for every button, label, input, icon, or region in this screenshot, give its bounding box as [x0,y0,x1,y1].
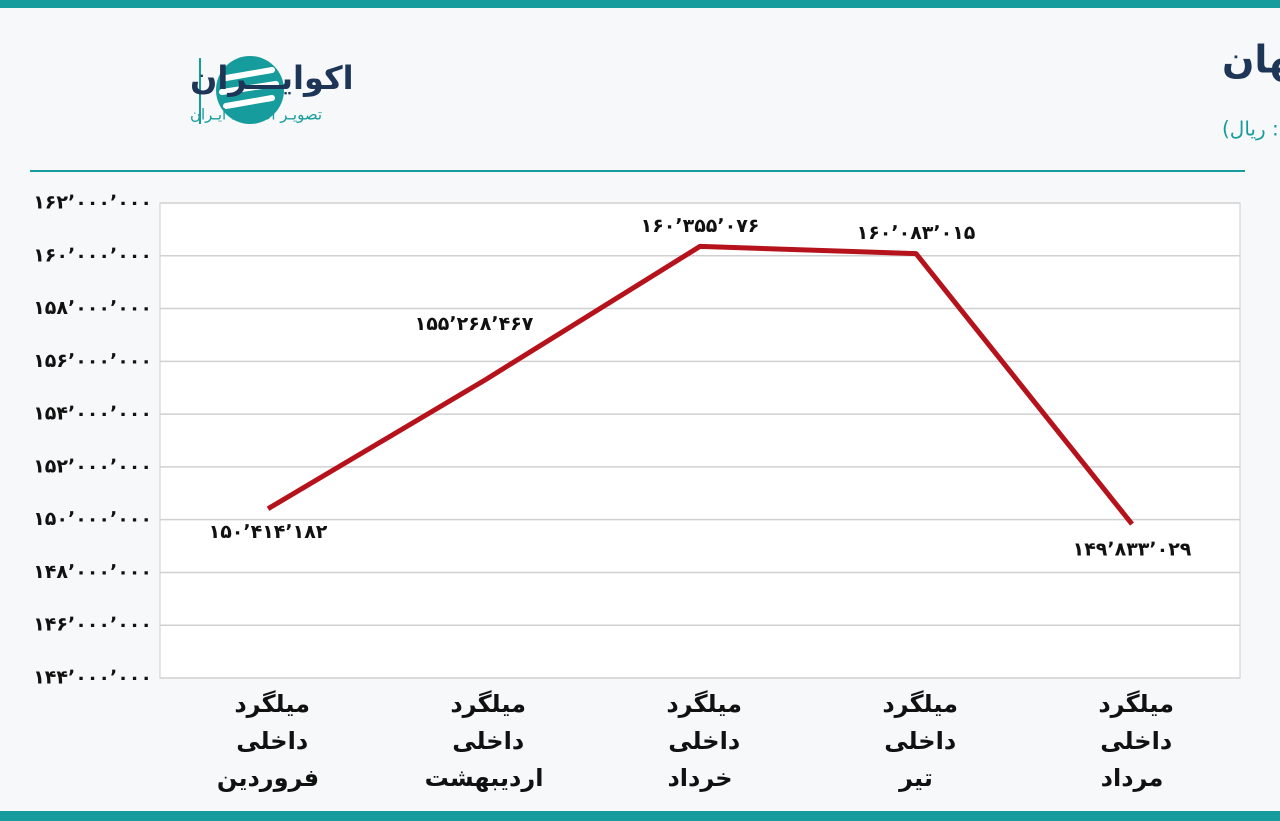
y-tick-label: ۱۶۰٬۰۰۰٬۰۰۰ [33,244,152,266]
logo-name: اکوایـــران [190,59,354,97]
bottom-border [0,811,1280,821]
x-tick-line: خرداد [667,764,732,792]
data-label: ۱۵۰٬۴۱۴٬۱۸۲ [209,521,328,543]
x-tick-line: میلگرد [226,690,310,718]
data-label: ۱۶۰٬۳۵۵٬۰۷۶ [641,215,760,237]
x-tick-line: مرداد [1101,764,1164,792]
x-tick-label: میلگرد داخلی مرداد [1090,690,1174,792]
data-label: ۱۴۹٬۸۳۳٬۰۲۹ [1073,539,1192,561]
y-tick-label: ۱۵۸٬۰۰۰٬۰۰۰ [33,297,152,319]
y-tick-label: ۱۴۶٬۰۰۰٬۰۰۰ [33,614,152,636]
x-tick-label: میلگرد داخلی اردیبهشت [425,690,544,792]
y-tick-label: ۱۵۲٬۰۰۰٬۰۰۰ [33,455,152,477]
x-tick-line: تیر [898,764,933,792]
x-tick-line: فروردین [217,764,319,792]
x-tick-line: میلگرد [874,690,958,718]
x-tick-label: میلگرد داخلی خرداد [658,690,742,792]
logo-tagline: تصویـر اقتصـاد ایـران [190,106,322,124]
x-tick-line: میلگرد [1090,690,1174,718]
x-tick-line: داخلی [228,727,308,755]
chart-title: نرخ فروش میلگرد- فجهان [1222,38,1280,83]
y-tick-label: ۱۴۸٬۰۰۰٬۰۰۰ [33,561,152,583]
x-tick-line: میلگرد [442,690,526,718]
x-tick-line: داخلی [1092,727,1172,755]
x-tick-label: میلگرد داخلی تیر [874,690,958,792]
x-tick-line: داخلی [444,727,524,755]
x-tick-line: میلگرد [658,690,742,718]
x-tick-line: داخلی [876,727,956,755]
y-tick-label: ۱۵۰٬۰۰۰٬۰۰۰ [33,508,152,530]
data-label: ۱۶۰٬۰۸۳٬۰۱۵ [857,222,976,244]
y-tick-label: ۱۵۶٬۰۰۰٬۰۰۰ [33,350,152,372]
y-tick-label: ۱۶۲٬۰۰۰٬۰۰۰ [33,192,152,214]
top-border [0,0,1280,8]
data-label: ۱۵۵٬۲۶۸٬۴۶۷ [415,313,534,335]
logo-stripes [219,67,279,109]
x-tick-line: اردیبهشت [425,764,544,792]
x-tick-line: داخلی [660,727,740,755]
y-tick-label: ۱۴۴٬۰۰۰٬۰۰۰ [33,667,152,689]
chart-subtitle: (واحد: ریال) [1222,117,1280,141]
x-tick-label: میلگرد داخلی فروردین [217,690,319,792]
logo: اکوایـــران تصویـر اقتصـاد ایـران [190,56,354,124]
plot-area [159,202,1241,679]
line [266,243,1134,526]
y-tick-label: ۱۵۴٬۰۰۰٬۰۰۰ [33,403,152,425]
